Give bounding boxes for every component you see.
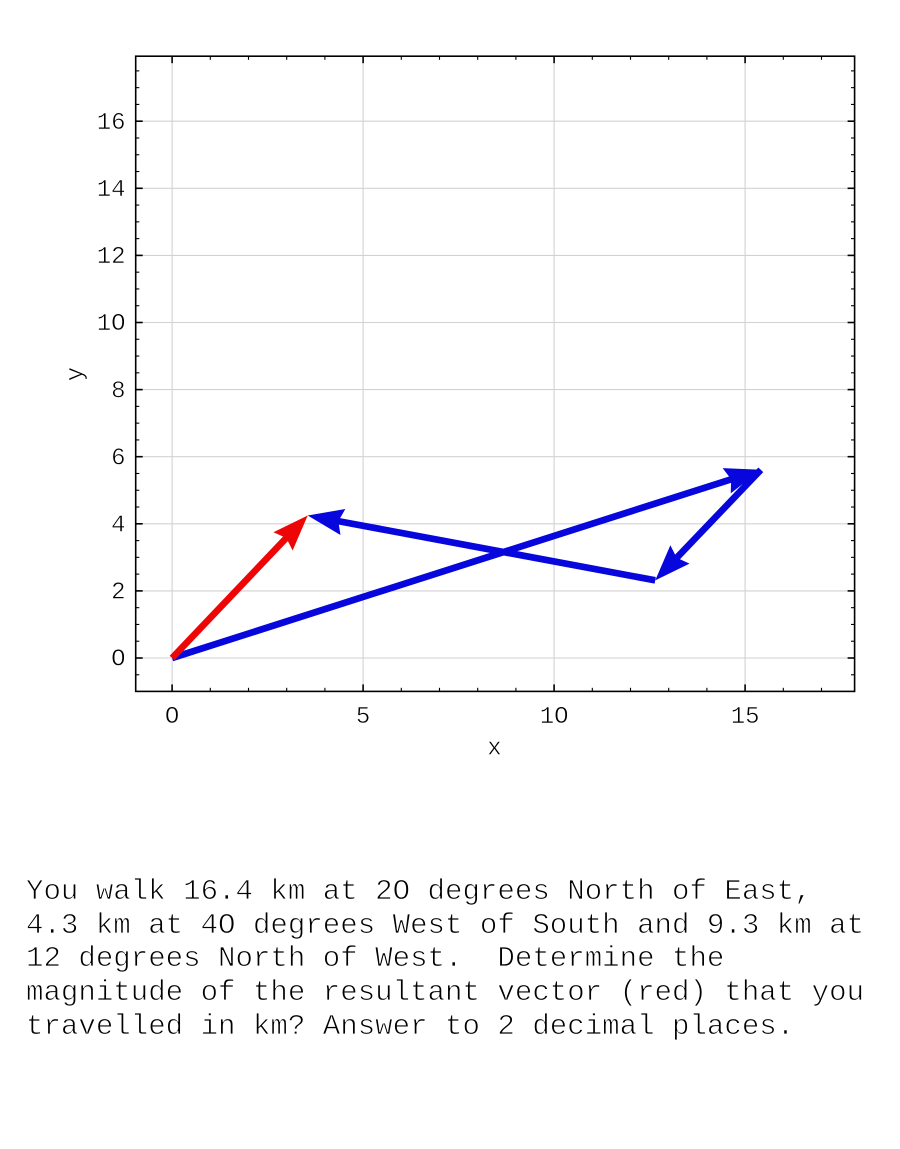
svg-text:16: 16 (97, 110, 126, 137)
svg-text:12: 12 (97, 244, 126, 271)
svg-text:6: 6 (111, 445, 125, 472)
svg-text:O: O (111, 647, 125, 674)
svg-text:1O: 1O (540, 704, 569, 731)
svg-text:14: 14 (97, 177, 126, 204)
svg-text:5: 5 (356, 704, 370, 731)
svg-text:2: 2 (111, 580, 125, 607)
svg-text:8: 8 (111, 378, 125, 405)
svg-text:1O: 1O (97, 311, 126, 338)
svg-text:15: 15 (731, 704, 760, 731)
svg-text:O: O (165, 704, 179, 731)
svg-text:x: x (487, 736, 501, 763)
svg-text:y: y (63, 367, 90, 381)
svg-text:4: 4 (111, 513, 125, 540)
